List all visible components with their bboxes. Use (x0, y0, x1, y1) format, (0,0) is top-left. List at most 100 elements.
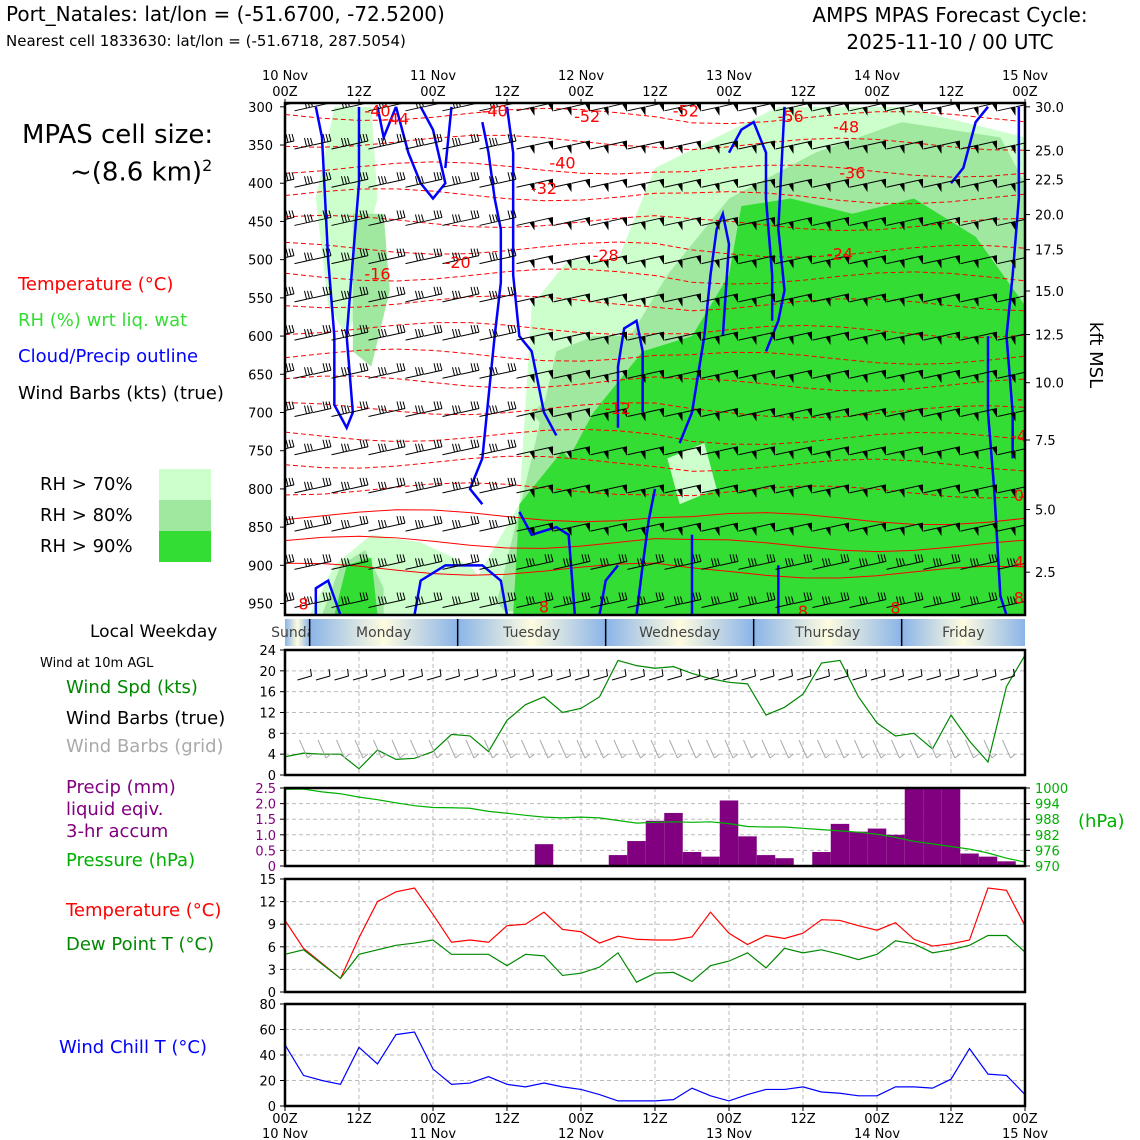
wind-barb-shaft (497, 560, 517, 566)
wind-barb-flag (751, 221, 757, 231)
wind-barb-flag (862, 106, 868, 116)
surface-wind-barb-feather (476, 668, 479, 677)
wind-barb-feather (378, 596, 381, 605)
wind-barb-flag (751, 488, 757, 498)
wind-barb-feather (754, 596, 757, 604)
wind-barb-feather (344, 405, 347, 414)
top-time-label: 00Z (1012, 85, 1038, 100)
temperature-panel-frame (283, 877, 1027, 994)
wind-barb (886, 106, 905, 116)
wind-barb (664, 558, 683, 570)
temperature-contour-label: 8 (1014, 588, 1024, 607)
wind-barb-feather (473, 515, 477, 524)
wind-barb (1015, 142, 1025, 146)
surface-wind-barb-feather (828, 668, 830, 677)
surface-wind-barb (463, 675, 479, 681)
grid-wind-barb-feather (640, 753, 646, 759)
wind-barb-shaft (497, 293, 517, 299)
wind-barb-flag (788, 183, 794, 193)
surface-wind-barb-feather (1013, 668, 1015, 677)
wind-barb-flag (955, 484, 960, 494)
wind-barb-shaft (294, 259, 313, 265)
cloud-outline (635, 488, 657, 615)
wind-barb (460, 592, 480, 605)
wind-barb-flag (751, 183, 757, 193)
wind-barb-feather (476, 401, 480, 409)
wind-barb-feather (643, 558, 646, 566)
wind-barb-shaft (479, 412, 498, 417)
grid-wind-barb-feather (492, 753, 498, 759)
wind-barb-flag (677, 145, 683, 155)
wind-barb-flag (881, 408, 886, 418)
wind-barb-shaft (386, 255, 406, 261)
wind-barb-feather (896, 596, 899, 605)
wind-barb-shaft (349, 560, 369, 566)
wind-barb (368, 176, 387, 188)
wind-barb-shaft (442, 335, 461, 341)
wind-barb-flag (714, 488, 720, 498)
wind-barb-flag (696, 523, 701, 533)
wind-barb-flag (677, 374, 683, 384)
wind-barb-feather (365, 172, 369, 180)
wind-barb-flag (640, 221, 646, 231)
wind-barb (312, 554, 332, 566)
wind-barb-feather (674, 596, 677, 605)
wind-barb (368, 519, 387, 532)
wind-barb-feather (378, 137, 381, 147)
wind-barb (960, 450, 979, 460)
wind-barb-flag (973, 106, 979, 116)
wind-barb-feather (452, 405, 455, 414)
wind-barb-shaft (442, 564, 461, 570)
temperature-contour-label: -56 (778, 107, 804, 126)
wind-barb-flag (548, 103, 553, 112)
wind-barb-feather (495, 328, 498, 337)
wind-barb-feather (439, 401, 443, 409)
wind-barb (701, 488, 720, 498)
wind-barb (368, 290, 387, 303)
wind-barb-feather (510, 554, 514, 563)
wind-barb (386, 324, 406, 337)
wind-barb (294, 290, 313, 303)
wind-barb (405, 443, 424, 456)
wind-barb (978, 369, 998, 380)
wind-barb-flag (677, 106, 683, 116)
grid-wind-barb (1002, 739, 1011, 759)
grid-wind-barb-feather (936, 753, 942, 759)
pressure-tick-label: 650 (248, 368, 273, 383)
wind-barb-feather (418, 328, 421, 337)
wind-barb (349, 363, 369, 375)
wind-barb-shaft (701, 564, 720, 570)
wind-barb-feather (307, 443, 310, 452)
precip-panel-frame (283, 786, 1027, 868)
wind-barb (923, 259, 942, 269)
wind-barb-flag (918, 255, 923, 265)
surface-wind-barb (630, 675, 645, 681)
wind-barb-flag (696, 255, 701, 265)
wind-barb-flag (770, 332, 775, 342)
wind-barb-feather (489, 405, 492, 414)
temperature-contour (285, 188, 1025, 205)
surface-wind-barb (352, 675, 368, 681)
wind-barb-flag (696, 217, 701, 227)
wind-barb-feather (304, 137, 307, 147)
wind-barb (460, 172, 480, 184)
wind-barb-feather (381, 519, 384, 528)
wind-barb-feather (304, 596, 307, 605)
surface-wind-barb-feather (939, 668, 941, 677)
grid-wind-barb (724, 739, 734, 759)
precip-bar (701, 856, 720, 866)
wind-barb-shaft (756, 560, 776, 566)
wind-barb-flag (640, 450, 646, 460)
wind-barb-feather (507, 592, 511, 601)
wind-barb (497, 592, 517, 605)
wind-barb-feather (415, 443, 418, 453)
wind-barb-feather (415, 558, 418, 567)
wind-barb (571, 484, 591, 494)
wind-barb-flag (1029, 179, 1034, 188)
wind-barb-feather (492, 519, 495, 528)
temperature-contour-label: -36 (839, 164, 865, 183)
surface-wind-barb (593, 675, 608, 681)
wind-barb-flag (844, 255, 849, 265)
wind-barb (534, 446, 554, 456)
wind-barb-feather (359, 592, 363, 601)
